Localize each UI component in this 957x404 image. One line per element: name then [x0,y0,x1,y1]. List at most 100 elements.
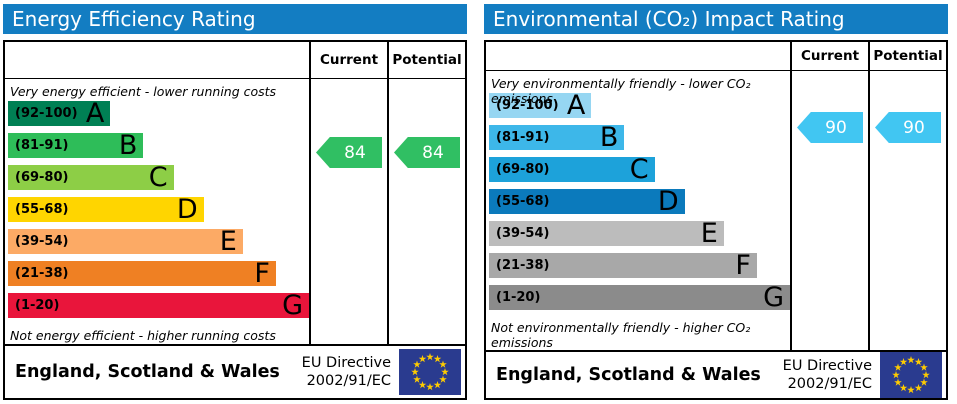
co2-potential-cell: 90 [868,71,946,350]
band-range: (92-100) [15,106,78,121]
energy-band-a: (92-100) A [8,98,111,129]
co2-band-c: (69-80) C [489,154,655,185]
energy-potential-value: 84 [422,142,444,163]
band-row: (39-54) E [5,226,309,261]
band-range: (69-80) [496,162,550,177]
energy-band-c: (69-80) C [8,162,174,193]
energy-band-b: (81-91) B [8,130,144,161]
band-letter: F [735,250,751,281]
band-row: (55-68) D [486,186,790,221]
band-range: (92-100) [496,98,559,113]
band-letter: G [282,290,303,321]
co2-rating-table: Current Potential Very environmentally f… [484,40,948,400]
co2-body-row: Very environmentally friendly - lower CO… [486,71,946,350]
co2-potential-col-head: Potential [868,42,946,70]
band-letter: C [629,154,649,185]
co2-band-e: (39-54) E [489,218,724,249]
band-row: (81-91) B [5,130,309,165]
co2-band-b: (81-91) B [489,122,625,153]
band-letter: C [148,162,168,193]
eu-flag-icon [399,349,461,395]
co2-title-bar: Environmental (CO₂) Impact Rating [484,4,948,34]
band-row: (1-20) G [5,290,309,325]
band-row: (21-38) F [486,250,790,285]
band-row: (92-100) A [486,90,790,125]
band-row: (1-20) G [486,282,790,317]
current-column-header: Current [800,48,860,64]
energy-band-e: (39-54) E [8,226,243,257]
band-row: (69-80) C [5,162,309,197]
co2-panel-title: Environmental (CO₂) Impact Rating [493,7,845,31]
band-letter: D [176,194,198,225]
band-range: (81-91) [15,138,69,153]
band-row: (69-80) C [486,154,790,189]
band-letter: E [219,226,237,257]
potential-column-header: Potential [873,48,943,64]
co2-bottom-caption: Not environmentally friendly - higher CO… [491,320,751,350]
energy-top-caption: Very energy efficient - lower running co… [10,84,277,99]
energy-footer: England, Scotland & Wales EU Directive 2… [5,344,465,398]
band-letter: G [763,282,784,313]
energy-band-d: (55-68) D [8,194,204,225]
energy-bottom-caption: Not energy efficient - higher running co… [10,328,276,343]
energy-title-bar: Energy Efficiency Rating [3,4,467,34]
band-range: (55-68) [15,202,69,217]
co2-potential-rating-arrow: 90 [875,112,941,143]
band-letter: D [657,186,679,217]
eu-flag-icon [880,352,942,398]
energy-current-rating-arrow: 84 [316,137,382,168]
co2-band-scale: Very environmentally friendly - lower CO… [486,71,790,350]
band-letter: F [254,258,270,289]
co2-band-d: (55-68) D [489,186,685,217]
co2-top-caption: Very environmentally friendly - lower CO… [491,76,751,106]
energy-current-value: 84 [344,142,366,163]
band-row: (55-68) D [5,194,309,229]
band-letter: B [599,122,619,153]
co2-rating-col-head [486,42,790,70]
band-range: (39-54) [496,226,550,241]
energy-potential-col-head: Potential [387,42,465,78]
band-letter: B [118,130,138,161]
energy-body-row: Very energy efficient - lower running co… [5,79,465,344]
band-letter: A [566,90,586,121]
band-range: (69-80) [15,170,69,185]
co2-current-value: 90 [825,117,847,138]
eu-directive-label: EU Directive 2002/91/EC [301,354,391,389]
co2-band-f: (21-38) F [489,250,757,281]
current-column-header: Current [319,52,379,68]
band-range: (21-38) [15,266,69,281]
co2-band-a: (92-100) A [489,90,592,121]
co2-current-col-head: Current [790,42,868,70]
energy-potential-rating-arrow: 84 [394,137,460,168]
energy-band-f: (21-38) F [8,258,276,289]
co2-footer: England, Scotland & Wales EU Directive 2… [486,350,946,398]
energy-band-scale: Very energy efficient - lower running co… [5,79,309,344]
band-letter: E [700,218,718,249]
co2-band-g: (1-20) G [489,282,790,313]
co2-potential-value: 90 [903,117,925,138]
co2-current-cell: 90 [790,71,868,350]
band-range: (81-91) [496,130,550,145]
potential-column-header: Potential [392,52,462,68]
band-row: (92-100) A [5,98,309,133]
band-range: (39-54) [15,234,69,249]
band-row: (21-38) F [5,258,309,293]
band-range: (1-20) [15,298,60,313]
band-range: (55-68) [496,194,550,209]
energy-rating-col-head [5,42,309,78]
energy-efficiency-panel: Energy Efficiency Rating Current Potenti… [3,4,467,404]
band-range: (21-38) [496,258,550,273]
co2-current-rating-arrow: 90 [797,112,863,143]
band-range: (1-20) [496,290,541,305]
band-row: (39-54) E [486,218,790,253]
energy-panel-title: Energy Efficiency Rating [12,7,256,31]
co2-impact-panel: Environmental (CO₂) Impact Rating Curren… [484,4,948,404]
energy-current-col-head: Current [309,42,387,78]
band-row: (81-91) B [486,122,790,157]
co2-header-row: Current Potential [486,42,946,71]
region-label: England, Scotland & Wales [496,365,761,385]
energy-band-g: (1-20) G [8,290,309,321]
band-letter: A [85,98,105,129]
eu-directive-label: EU Directive 2002/91/EC [782,357,872,392]
energy-rating-table: Current Potential Very energy efficient … [3,40,467,400]
